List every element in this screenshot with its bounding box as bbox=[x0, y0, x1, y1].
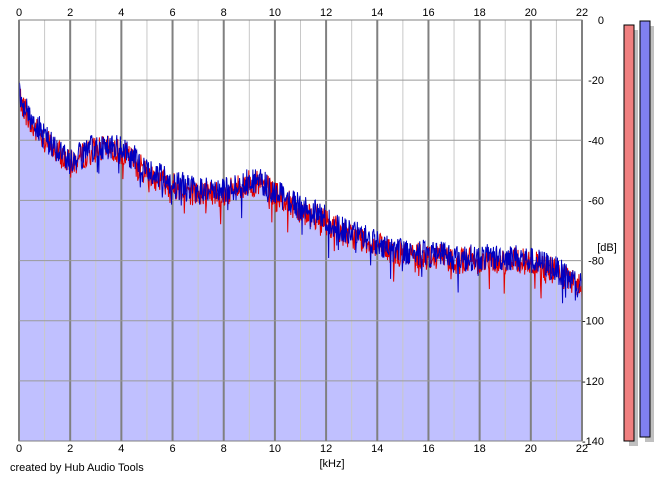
y-tick-label: -100 bbox=[582, 316, 604, 328]
left-level-meter bbox=[623, 24, 635, 442]
x-tick-label-top: 10 bbox=[269, 7, 281, 19]
y-tick-label: 0 bbox=[598, 15, 604, 27]
x-tick-label-top: 14 bbox=[371, 7, 383, 19]
y-tick-label: -40 bbox=[588, 135, 604, 147]
credit-label: created by Hub Audio Tools bbox=[10, 462, 144, 474]
x-tick-label-bottom: 12 bbox=[320, 443, 332, 455]
x-tick-label-bottom: 20 bbox=[525, 443, 537, 455]
x-tick-label-top: 20 bbox=[525, 7, 537, 19]
x-tick-label-bottom: 22 bbox=[576, 443, 588, 455]
x-tick-label-bottom: 10 bbox=[269, 443, 281, 455]
x-axis-label: [kHz] bbox=[319, 458, 344, 470]
x-tick-label-top: 12 bbox=[320, 7, 332, 19]
y-tick-label: -20 bbox=[588, 75, 604, 87]
x-tick-label-top: 16 bbox=[422, 7, 434, 19]
y-tick-label: -80 bbox=[588, 256, 604, 268]
x-tick-label-bottom: 14 bbox=[371, 443, 383, 455]
plot-frame bbox=[18, 19, 583, 442]
x-tick-label-bottom: 2 bbox=[67, 443, 73, 455]
spectrum-trace-2 bbox=[18, 82, 583, 304]
y-tick-label: -120 bbox=[582, 376, 604, 388]
x-tick-label-top: 0 bbox=[16, 7, 22, 19]
y-tick-label: -60 bbox=[588, 195, 604, 207]
x-tick-label-top: 22 bbox=[576, 7, 588, 19]
x-tick-label-bottom: 4 bbox=[118, 443, 124, 455]
y-axis-label: [dB] bbox=[597, 242, 617, 254]
x-tick-label-top: 4 bbox=[118, 7, 124, 19]
x-tick-label-top: 2 bbox=[67, 7, 73, 19]
x-tick-label-top: 18 bbox=[474, 7, 486, 19]
right-level-meter bbox=[639, 20, 651, 438]
x-tick-label-bottom: 6 bbox=[169, 443, 175, 455]
x-tick-label-bottom: 18 bbox=[474, 443, 486, 455]
x-tick-label-bottom: 0 bbox=[16, 443, 22, 455]
x-tick-label-top: 8 bbox=[221, 7, 227, 19]
x-tick-label-bottom: 16 bbox=[422, 443, 434, 455]
x-tick-label-top: 6 bbox=[169, 7, 175, 19]
y-tick-label: -140 bbox=[582, 436, 604, 448]
x-tick-label-bottom: 8 bbox=[221, 443, 227, 455]
